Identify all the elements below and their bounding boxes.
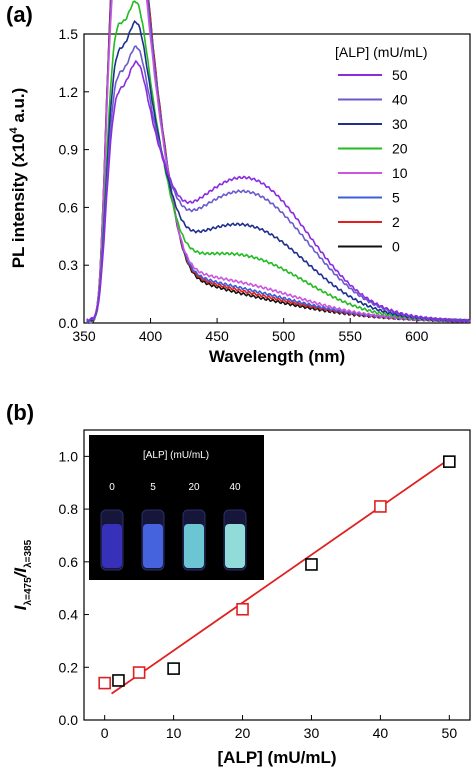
panel-a-label: (a) — [6, 2, 33, 27]
data-point — [305, 558, 318, 571]
y-tick-label: 1.5 — [59, 26, 79, 42]
inset-vial-label: 5 — [150, 482, 156, 493]
x-tick-label: 10 — [166, 725, 182, 741]
vial-fluorescence — [102, 524, 122, 568]
data-point — [236, 602, 249, 616]
legend-label-10: 10 — [392, 165, 408, 181]
series-line-30 — [86, 20, 471, 323]
legend-label-30: 30 — [392, 116, 408, 132]
legend-label-2: 2 — [392, 214, 400, 230]
data-point — [132, 666, 146, 679]
x-tick-label: 600 — [405, 328, 429, 344]
y-tick-label: 0.0 — [59, 712, 79, 728]
x-tick-label: 550 — [339, 328, 363, 344]
x-tick-label: 500 — [272, 328, 296, 344]
inset-vial-label: 0 — [109, 482, 115, 493]
x-tick-label: 50 — [442, 725, 458, 741]
chart-b-frame — [83, 429, 471, 721]
y-tick-label: 0.2 — [59, 659, 79, 675]
y-tick-label: 0.3 — [59, 257, 79, 273]
x-tick-label: 20 — [235, 725, 251, 741]
inset-vial-label: 40 — [229, 482, 241, 493]
legend-label-40: 40 — [392, 92, 408, 108]
data-point — [167, 662, 180, 675]
x-tick-label: 40 — [373, 725, 389, 741]
series-line-20 — [86, 0, 471, 324]
data-point — [98, 676, 111, 690]
chart-b-ticks: 0 10 20 30 40 500.00.20.40.60.81.0 — [59, 448, 458, 741]
chart-b-points — [98, 455, 456, 690]
chart-a-ylabel: PL intensity (x104 a.u.) — [8, 88, 28, 269]
chart-b: 0 10 20 30 40 500.00.20.40.60.81.0 [ALP] (mU/… — [11, 429, 471, 767]
panel-b-label: (b) — [6, 400, 34, 425]
fit-line — [111, 458, 450, 695]
x-tick-label: 0 — [101, 725, 109, 741]
inset-title: [ALP] (mU/mL) — [143, 450, 209, 461]
series-line-10 — [86, 0, 471, 325]
y-tick-label: 0.6 — [59, 554, 79, 570]
data-point — [374, 500, 387, 513]
y-tick-label: 1.0 — [59, 448, 79, 464]
y-tick-label: 1.2 — [59, 84, 79, 100]
data-point — [443, 455, 456, 468]
legend-label-20: 20 — [392, 141, 408, 157]
y-tick-label: 0.4 — [59, 607, 79, 623]
y-tick-label: 0.9 — [59, 142, 79, 158]
y-tick-label: 0.8 — [59, 501, 79, 517]
inset-vial-label: 20 — [188, 482, 200, 493]
vial-fluorescence — [225, 524, 245, 568]
legend-title: [ALP] (mU/mL) — [335, 44, 428, 60]
chart-a-curves — [86, 0, 471, 325]
x-tick-label: 450 — [205, 328, 229, 344]
x-tick-label: 30 — [304, 725, 320, 741]
legend-label-5: 5 — [392, 190, 400, 206]
x-tick-label: 400 — [139, 328, 163, 344]
data-point — [112, 674, 125, 687]
series-line-50 — [86, 59, 471, 323]
legend-label-0: 0 — [392, 239, 400, 255]
chart-b-ylabel: Iλ=475/Iλ=385 — [11, 539, 34, 610]
y-tick-label: 0.0 — [59, 315, 79, 331]
legend-label-50: 50 — [392, 67, 408, 83]
vial-fluorescence — [143, 524, 163, 568]
photo-inset: [ALP] (mU/mL) 0 5 20 40 — [89, 435, 264, 580]
x-tick-label: 350 — [72, 328, 96, 344]
chart-b-xlabel: [ALP] (mU/mL) — [218, 748, 337, 767]
fit-line-segment — [111, 458, 450, 695]
series-line-40 — [86, 45, 471, 324]
vial-fluorescence — [184, 524, 204, 568]
y-tick-label: 0.6 — [59, 199, 79, 215]
chart-a-xlabel: Wavelength (nm) — [209, 347, 345, 366]
chart-a-frame — [83, 33, 471, 324]
